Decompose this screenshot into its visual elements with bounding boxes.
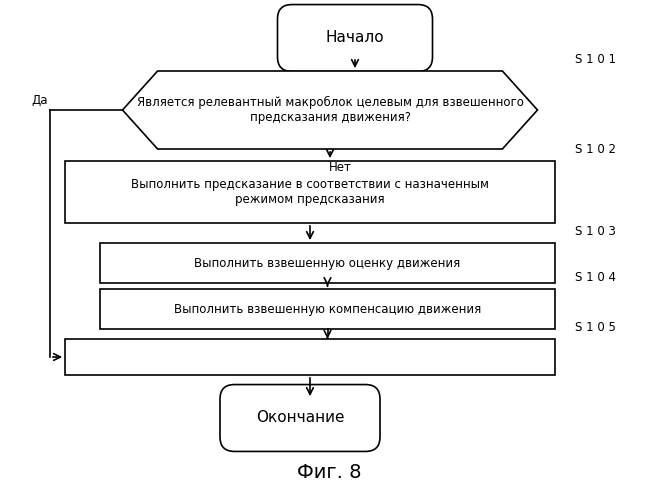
Bar (100, 243, 555, 283)
Text: S 1 0 2: S 1 0 2 (575, 143, 616, 156)
Text: Выполнить взвешенную оценку движения: Выполнить взвешенную оценку движения (194, 256, 461, 270)
FancyBboxPatch shape (277, 4, 432, 71)
FancyBboxPatch shape (220, 384, 380, 452)
Text: S 1 0 4: S 1 0 4 (575, 271, 616, 284)
Text: S 1 0 3: S 1 0 3 (575, 225, 616, 238)
Text: S 1 0 5: S 1 0 5 (575, 321, 616, 334)
Text: Фиг. 8: Фиг. 8 (297, 463, 361, 482)
Text: Начало: Начало (326, 30, 384, 46)
Text: Выполнить предсказание в соответствии с назначенным
режимом предсказания: Выполнить предсказание в соответствии с … (131, 178, 489, 206)
Text: Выполнить взвешенную компенсацию движения: Выполнить взвешенную компенсацию движени… (174, 302, 481, 316)
Bar (100, 289, 555, 329)
Bar (65, 161, 555, 223)
Bar (65, 339, 555, 375)
Text: Нет: Нет (329, 161, 351, 174)
Text: Является релевантный макроблок целевым для взвешенного
предсказания движения?: Является релевантный макроблок целевым д… (136, 96, 523, 124)
Polygon shape (123, 71, 538, 149)
Text: Окончание: Окончание (256, 410, 344, 426)
Text: Да: Да (32, 94, 48, 106)
Text: S 1 0 1: S 1 0 1 (575, 53, 616, 66)
